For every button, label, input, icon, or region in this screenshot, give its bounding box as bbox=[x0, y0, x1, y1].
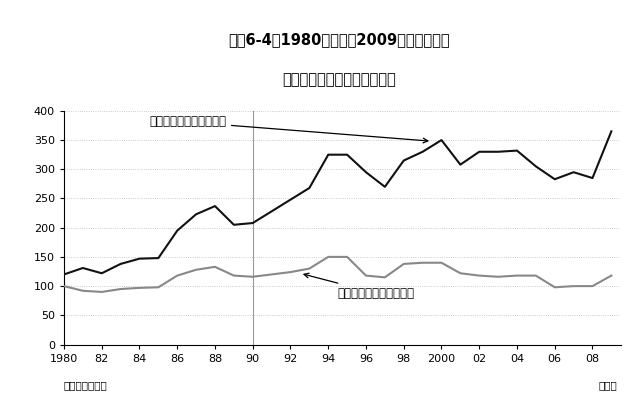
Text: （年）: （年） bbox=[599, 380, 618, 390]
Text: 名目実質実効為替レート指数: 名目実質実効為替レート指数 bbox=[282, 72, 396, 87]
Text: 実質実効為替レート指数: 実質実効為替レート指数 bbox=[304, 273, 415, 300]
Text: 出所：日本銀行: 出所：日本銀行 bbox=[64, 380, 108, 390]
Text: 図表6-4　1980年代から2009年までの円の: 図表6-4 1980年代から2009年までの円の bbox=[228, 32, 450, 48]
Text: 名目実効為替レート指数: 名目実効為替レート指数 bbox=[149, 116, 428, 143]
